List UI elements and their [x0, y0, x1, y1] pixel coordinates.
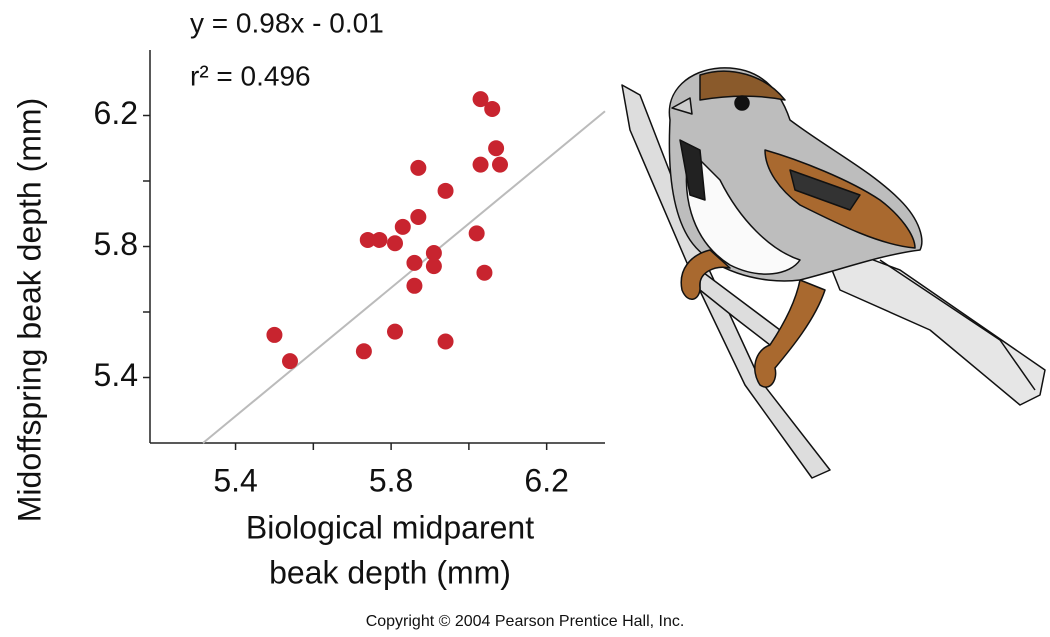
- point: [488, 140, 505, 157]
- y-tick-label: 5.4: [94, 357, 138, 393]
- equation: y = 0.98x - 0.01: [190, 7, 384, 38]
- point: [472, 156, 489, 173]
- point: [472, 91, 489, 108]
- point: [266, 326, 283, 343]
- point: [387, 235, 403, 252]
- x-axis-label: beak depth (mm): [269, 554, 511, 590]
- x-tick-label: 5.4: [213, 462, 257, 498]
- point: [437, 333, 454, 350]
- point: [410, 209, 427, 226]
- point: [468, 225, 485, 242]
- r-squared: r² = 0.496: [190, 60, 311, 91]
- y-axis-label: Midoffspring beak depth (mm): [11, 98, 47, 522]
- point: [371, 231, 388, 248]
- point: [492, 156, 508, 173]
- x-axis-label: Biological midparent: [246, 509, 534, 545]
- point: [476, 264, 493, 281]
- point: [406, 254, 423, 271]
- point: [387, 323, 403, 340]
- y-tick-label: 6.2: [94, 95, 138, 131]
- bird-illustration: [621, 67, 1046, 479]
- point: [410, 159, 427, 176]
- point: [355, 343, 372, 360]
- point: [406, 277, 423, 294]
- point: [282, 353, 298, 370]
- point: [484, 100, 501, 117]
- point: [359, 231, 376, 248]
- x-tick-label: 6.2: [524, 462, 568, 498]
- point: [425, 245, 442, 262]
- y-tick-label: 5.8: [94, 226, 138, 262]
- point: [425, 258, 442, 275]
- regression-line: [202, 110, 606, 444]
- copyright: Copyright © 2004 Pearson Prentice Hall, …: [366, 613, 685, 630]
- x-tick-label: 5.8: [369, 462, 413, 498]
- point: [437, 182, 454, 199]
- point: [394, 218, 411, 235]
